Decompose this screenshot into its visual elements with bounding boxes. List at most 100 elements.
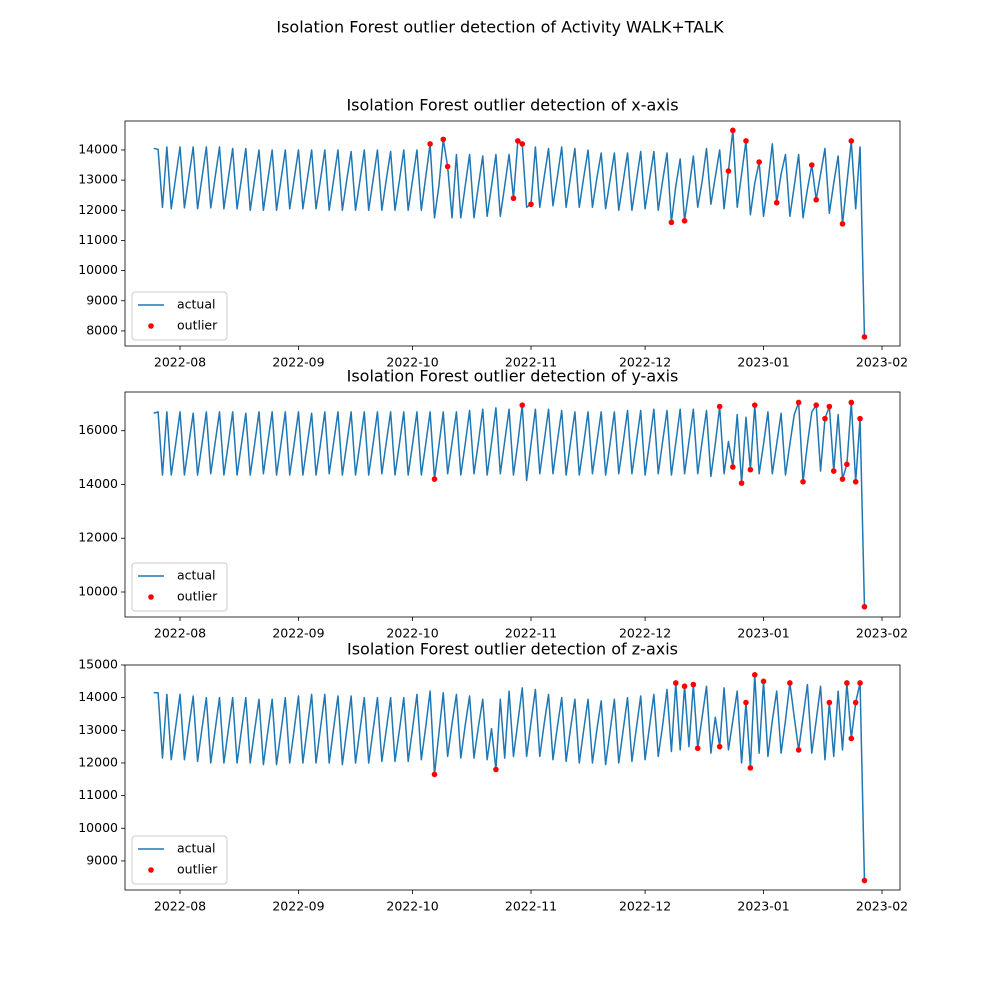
outlier-point xyxy=(795,747,802,753)
x-tick-label: 2022-09 xyxy=(272,626,324,641)
y-tick-label: 16000 xyxy=(78,422,118,437)
outlier-point xyxy=(725,168,732,174)
outlier-point xyxy=(510,195,517,202)
outlier-point xyxy=(839,476,846,482)
outlier-point xyxy=(844,680,850,686)
y-tick-label: 15000 xyxy=(78,657,118,672)
x-tick-label: 2022-10 xyxy=(386,899,438,914)
outlier-point xyxy=(668,219,675,226)
y-tick-label: 9000 xyxy=(86,852,118,867)
outlier-point xyxy=(848,735,855,742)
outlier-point xyxy=(787,680,793,686)
outlier-point xyxy=(431,476,438,482)
chart-title: Isolation Forest outlier detection of x-… xyxy=(346,96,678,115)
legend-marker xyxy=(148,867,154,873)
outlier-point xyxy=(716,403,723,410)
legend-box xyxy=(131,562,228,612)
outlier-point xyxy=(690,681,697,688)
y-tick-label: 11000 xyxy=(78,787,118,802)
y-tick-label: 12000 xyxy=(78,754,118,769)
y-tick-label: 14000 xyxy=(78,141,118,156)
y-tick-label: 12000 xyxy=(78,202,118,217)
legend-box xyxy=(131,835,228,885)
x-tick-label: 2023-01 xyxy=(737,626,789,641)
legend-label: outlier xyxy=(177,589,218,604)
outlier-point xyxy=(826,403,833,410)
outlier-point xyxy=(716,743,723,750)
figure-title: Isolation Forest outlier detection of Ac… xyxy=(276,18,724,37)
y-tick-label: 8000 xyxy=(86,322,118,337)
outlier-point xyxy=(694,745,701,752)
x-tick-label: 2023-01 xyxy=(737,355,789,370)
outlier-point xyxy=(681,218,688,224)
outlier-point xyxy=(672,680,679,686)
outlier-point xyxy=(861,603,868,610)
x-tick-label: 2023-01 xyxy=(737,899,789,914)
outlier-point xyxy=(493,766,499,773)
x-tick-label: 2023-02 xyxy=(856,626,908,641)
chart-title: Isolation Forest outlier detection of z-… xyxy=(347,640,678,659)
outlier-point xyxy=(756,159,762,165)
y-tick-label: 10000 xyxy=(78,584,118,599)
outlier-point xyxy=(751,671,758,678)
outlier-point xyxy=(743,138,749,144)
y-tick-label: 13000 xyxy=(78,722,118,737)
x-tick-label: 2022-10 xyxy=(386,355,438,370)
x-tick-label: 2022-08 xyxy=(154,626,206,641)
outlier-point xyxy=(431,771,438,778)
outlier-point xyxy=(738,480,745,486)
legend-label: actual xyxy=(177,297,216,312)
plot-frame xyxy=(124,120,901,347)
outlier-point xyxy=(822,415,828,422)
outlier-point xyxy=(857,680,863,686)
outlier-point xyxy=(830,468,837,474)
y-tick-label: 13000 xyxy=(78,172,118,187)
legend-marker xyxy=(148,323,154,329)
outlier-point xyxy=(427,141,433,147)
outlier-point xyxy=(826,699,833,706)
line-series xyxy=(153,674,866,881)
outlier-point xyxy=(857,415,863,422)
y-tick-label: 14000 xyxy=(78,689,118,704)
legend-label: actual xyxy=(177,568,216,583)
outlier-point xyxy=(440,136,447,143)
x-tick-label: 2022-10 xyxy=(386,626,438,641)
x-tick-label: 2022-11 xyxy=(505,626,557,641)
x-tick-label: 2022-08 xyxy=(154,355,206,370)
y-tick-label: 10000 xyxy=(78,262,118,277)
outlier-point xyxy=(844,461,850,468)
plot-frame xyxy=(124,664,901,891)
y-tick-label: 14000 xyxy=(78,476,118,491)
outlier-point xyxy=(681,683,688,690)
outlier-point xyxy=(800,478,806,485)
y-tick-label: 9000 xyxy=(86,292,118,307)
outlier-point xyxy=(773,199,780,206)
x-tick-label: 2022-09 xyxy=(272,355,324,370)
outlier-point xyxy=(760,678,767,685)
outlier-point xyxy=(515,138,521,144)
legend-label: actual xyxy=(177,841,216,856)
outlier-point xyxy=(861,334,868,340)
x-tick-label: 2023-02 xyxy=(856,355,908,370)
outlier-point xyxy=(730,464,736,470)
y-tick-label: 11000 xyxy=(78,232,118,247)
y-tick-label: 10000 xyxy=(78,820,118,835)
x-tick-label: 2022-11 xyxy=(505,899,557,914)
outlier-point xyxy=(813,402,819,408)
outlier-point xyxy=(852,699,859,706)
legend-label: outlier xyxy=(177,862,218,877)
outlier-point xyxy=(747,765,754,771)
line-series xyxy=(153,401,866,607)
outlier-point xyxy=(861,877,868,884)
outlier-point xyxy=(730,127,736,134)
x-tick-label: 2022-08 xyxy=(154,899,206,914)
outlier-point xyxy=(839,221,846,227)
outlier-point xyxy=(852,478,859,485)
outlier-point xyxy=(795,399,802,406)
outlier-point xyxy=(813,196,819,203)
legend-marker xyxy=(148,594,154,600)
outlier-point xyxy=(848,138,855,144)
outlier-point xyxy=(743,699,749,706)
x-tick-label: 2022-12 xyxy=(619,355,671,370)
